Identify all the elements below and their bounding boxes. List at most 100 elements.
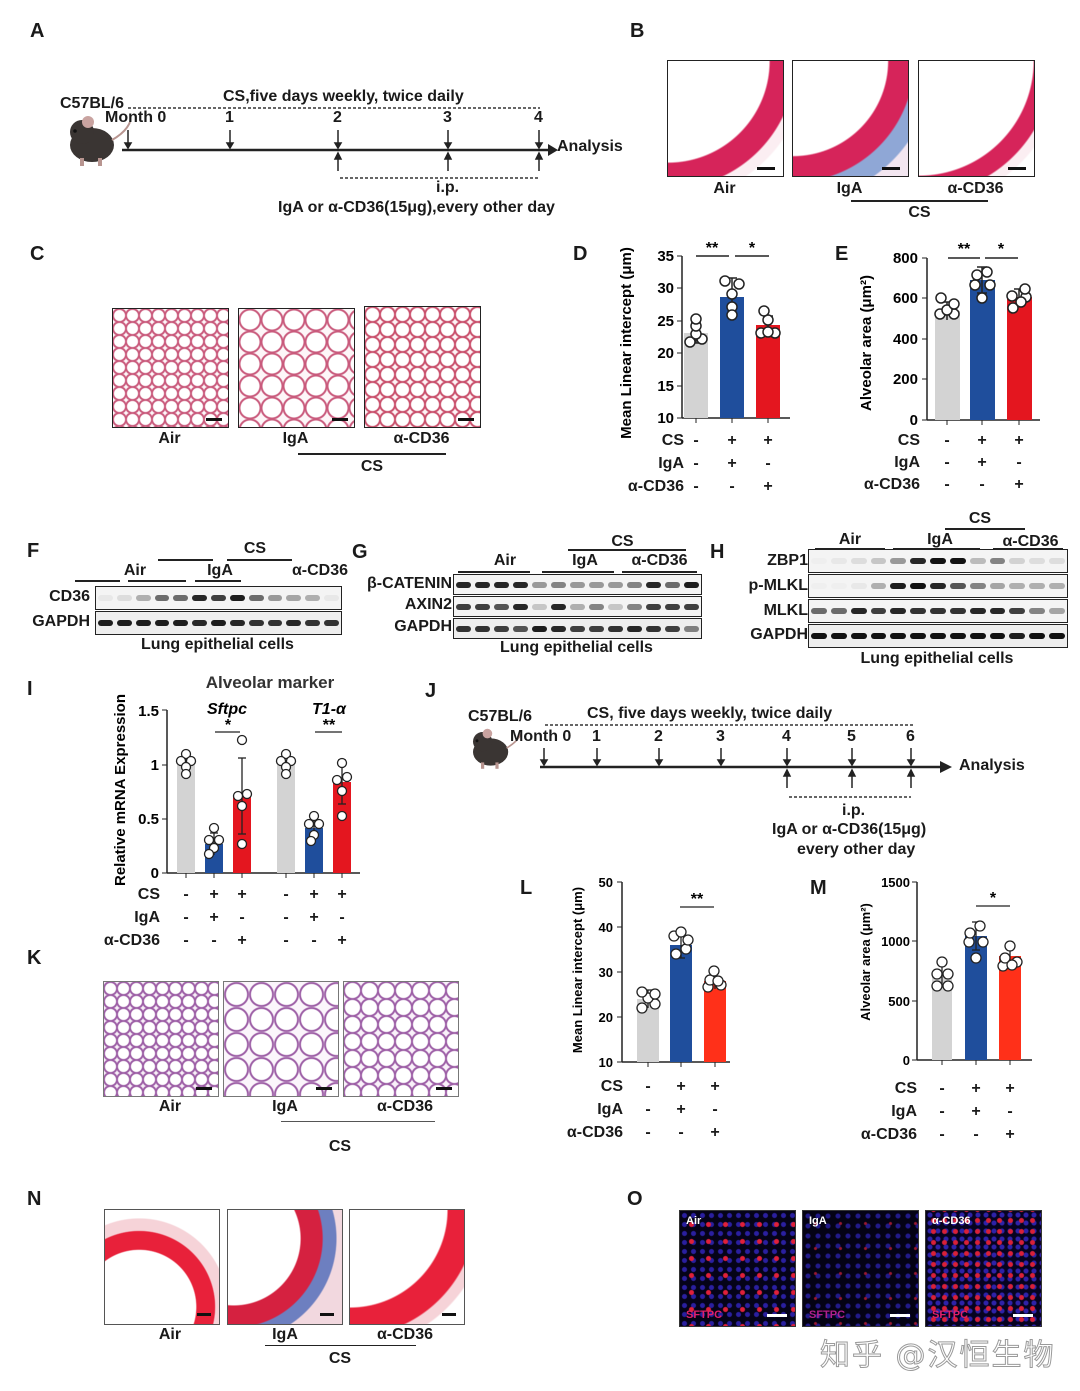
blot-band bbox=[1049, 608, 1065, 614]
blot-g-bcatenin bbox=[453, 574, 702, 595]
caption-k-acd36: α-CD36 bbox=[376, 1098, 434, 1115]
row-g-axin2: AXIN2 bbox=[404, 596, 452, 613]
analysis-label: Analysis bbox=[557, 138, 623, 155]
micrograph-b-acd36 bbox=[918, 60, 1035, 177]
svg-text:50: 50 bbox=[599, 875, 613, 890]
group-label-f: CS bbox=[243, 540, 267, 557]
month-j-5: 5 bbox=[847, 728, 856, 745]
group-label-c: CS bbox=[360, 458, 384, 475]
blot-band bbox=[135, 620, 151, 626]
panel-label-c: C bbox=[30, 243, 45, 265]
group-label-h: CS bbox=[968, 510, 992, 527]
blot-band bbox=[98, 595, 113, 601]
svg-text:T1-α: T1-α bbox=[312, 701, 347, 718]
svg-text:*: * bbox=[225, 717, 232, 734]
svg-text:1000: 1000 bbox=[881, 934, 910, 949]
blot-band bbox=[831, 583, 847, 589]
cs-schedule-label: CS,five days weekly, twice daily bbox=[223, 88, 464, 105]
blot-band bbox=[627, 603, 642, 610]
month-j-2: 2 bbox=[654, 728, 663, 745]
group-line-c bbox=[298, 453, 446, 455]
chart-m: Alveolar area (μm²) 0 500 1000 1500 * bbox=[858, 875, 1032, 1068]
blot-band bbox=[229, 595, 245, 601]
lane-h-air: Air bbox=[838, 531, 862, 548]
panel-label-l: L bbox=[520, 877, 533, 899]
blot-band bbox=[532, 603, 547, 610]
blot-band bbox=[324, 620, 339, 626]
timeline-axis bbox=[122, 107, 558, 179]
caption-b-acd36: α-CD36 bbox=[947, 180, 1004, 197]
blot-band bbox=[665, 603, 680, 610]
blot-band bbox=[1049, 583, 1065, 589]
blot-band bbox=[870, 633, 887, 639]
caption-c-acd36: α-CD36 bbox=[393, 430, 450, 447]
chart-i: Relative mRNA Expression 0 0.5 1 1.5 Sft… bbox=[112, 694, 360, 886]
blot-band bbox=[305, 595, 321, 601]
month-j-0: Month 0 bbox=[510, 728, 572, 745]
svg-text:35: 35 bbox=[657, 248, 674, 265]
micrograph-n-air bbox=[104, 1209, 220, 1325]
svg-text:0: 0 bbox=[910, 412, 918, 429]
caption-k-air: Air bbox=[158, 1098, 182, 1115]
blot-band bbox=[1009, 583, 1026, 589]
strain-label: C57BL/6 bbox=[60, 95, 125, 112]
blot-band bbox=[665, 581, 680, 588]
blot-g-axin2 bbox=[453, 596, 702, 617]
blot-band bbox=[551, 581, 566, 588]
blot-h-pmlkl bbox=[808, 574, 1068, 598]
blot-band bbox=[910, 608, 927, 614]
svg-text:10: 10 bbox=[657, 410, 674, 427]
panel-label-n: N bbox=[27, 1188, 42, 1210]
blot-band bbox=[211, 620, 226, 626]
svg-text:10: 10 bbox=[599, 1055, 613, 1070]
blot-band bbox=[551, 603, 566, 610]
micrograph-k-iga bbox=[223, 981, 339, 1097]
blot-band bbox=[456, 625, 471, 632]
svg-text:Sftpc: Sftpc bbox=[207, 701, 247, 718]
chart-l: Mean Linear intercept (μm) 10 20 30 40 5… bbox=[570, 875, 730, 1070]
row-h-mlkl: MLKL bbox=[763, 602, 808, 619]
blot-band bbox=[456, 581, 471, 588]
panel-label-f: F bbox=[27, 540, 40, 562]
group-line-n bbox=[265, 1345, 416, 1346]
conditions-m: CS IgA α-CD36 - + + - + - - - + bbox=[860, 1080, 1015, 1143]
row-f-gapdh: GAPDH bbox=[32, 613, 90, 630]
blot-band bbox=[98, 620, 113, 626]
blot-band bbox=[1029, 583, 1046, 589]
group-line-b bbox=[851, 200, 988, 202]
blot-f-gapdh bbox=[95, 611, 342, 635]
micrograph-b-air bbox=[667, 60, 784, 177]
chart-m-ylabel: Alveolar area (μm²) bbox=[858, 903, 873, 1021]
caption-c-iga: IgA bbox=[282, 430, 309, 447]
conditions-e: CS IgA α-CD36 - + + - + - - - + bbox=[863, 432, 1024, 493]
svg-text:*: * bbox=[990, 890, 997, 907]
blot-band bbox=[570, 603, 585, 610]
timeline-a: C57BL/6 CS,five days weekly, twice daily… bbox=[60, 85, 640, 225]
svg-text:1: 1 bbox=[151, 757, 159, 774]
chart-e-ylabel: Alveolar area (μm²) bbox=[858, 275, 875, 411]
blot-band bbox=[286, 595, 302, 601]
lane-g-air: Air bbox=[493, 552, 517, 569]
timeline-j: C57BL/6 CS, five days weekly, twice dail… bbox=[465, 700, 1065, 865]
conditions-i: CS IgA α-CD36 - + + - + + - + - - + - - - + - - + bbox=[103, 886, 347, 949]
group-label-k: CS bbox=[328, 1138, 352, 1155]
blot-band bbox=[135, 595, 151, 601]
blot-band bbox=[229, 620, 245, 626]
chart-i-ylabel: Relative mRNA Expression bbox=[112, 694, 129, 886]
blot-band bbox=[989, 583, 1006, 589]
blot-band bbox=[627, 581, 642, 588]
svg-text:30: 30 bbox=[657, 280, 674, 297]
blot-band bbox=[192, 620, 208, 626]
blot-band bbox=[949, 608, 966, 614]
blot-band bbox=[930, 633, 946, 639]
blot-band bbox=[248, 620, 264, 626]
blot-h-mlkl bbox=[808, 599, 1068, 623]
month-j-1: 1 bbox=[592, 728, 601, 745]
svg-text:500: 500 bbox=[888, 994, 910, 1009]
blot-band bbox=[830, 608, 847, 614]
blot-band bbox=[949, 583, 966, 589]
panel-label-i: I bbox=[27, 678, 33, 700]
micrograph-c-air bbox=[112, 308, 229, 428]
blot-band bbox=[305, 620, 321, 626]
caption-k-iga: IgA bbox=[272, 1098, 298, 1115]
